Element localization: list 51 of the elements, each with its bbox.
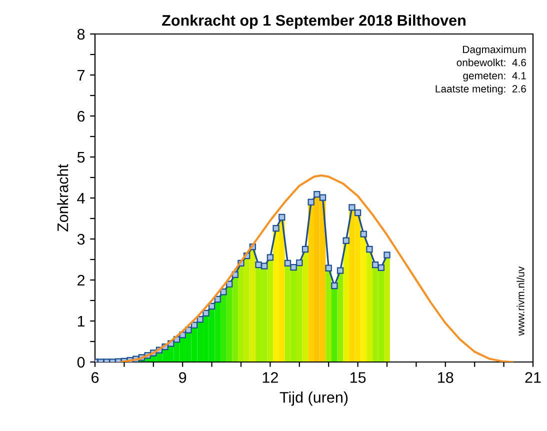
annotation: www.rivm.nl/uv	[516, 266, 524, 336]
point	[214, 296, 221, 303]
x-tick-label: 9	[179, 372, 186, 383]
point	[202, 310, 210, 317]
point	[261, 262, 268, 270]
point	[331, 282, 338, 290]
point	[354, 209, 362, 216]
y-tick-label: 4	[77, 193, 85, 204]
y-tick-label: 7	[78, 70, 85, 81]
x-tick-label: 6	[92, 372, 99, 383]
point	[278, 214, 286, 221]
point	[220, 288, 227, 296]
point	[336, 267, 344, 274]
annotation: Dagmaximum	[463, 45, 526, 56]
x-axis-title: Tijd (uren)	[280, 392, 348, 406]
y-tick-label: 1	[78, 316, 85, 327]
y-tick-label: 5	[77, 152, 85, 163]
point	[360, 230, 367, 238]
annotation: gemeten: 4.1	[463, 72, 526, 82]
point	[296, 259, 303, 266]
point	[266, 254, 274, 261]
chart-title: Zonkracht op 1 September 2018 Bilthoven	[162, 14, 466, 29]
point	[384, 252, 390, 258]
point	[190, 322, 198, 328]
y-tick-label: 0	[77, 356, 85, 368]
point	[290, 264, 297, 271]
point	[372, 262, 379, 268]
annotation: Laatste meting: 2.6	[436, 84, 526, 95]
point	[325, 264, 332, 272]
point	[272, 225, 280, 232]
point	[319, 194, 326, 201]
point	[378, 264, 384, 272]
point	[366, 246, 373, 253]
point	[302, 246, 309, 253]
point	[308, 198, 314, 206]
y-tick-label: 8	[77, 28, 85, 40]
point	[208, 302, 216, 310]
point	[348, 204, 356, 211]
y-axis-title: Zonkracht	[56, 164, 68, 232]
point	[314, 190, 320, 198]
point	[255, 262, 262, 268]
x-tick-label: 21	[525, 372, 541, 383]
point	[284, 260, 292, 267]
y-tick-label: 2	[78, 274, 85, 286]
x-tick-label: 15	[350, 372, 366, 383]
y-tick-label: 3	[77, 234, 85, 245]
x-tick-label: 12	[262, 372, 278, 383]
x-tick-label: 18	[438, 372, 454, 383]
y-tick-label: 6	[78, 110, 85, 122]
point	[342, 237, 350, 244]
annotation: onbewolkt: 4.6	[456, 58, 526, 66]
